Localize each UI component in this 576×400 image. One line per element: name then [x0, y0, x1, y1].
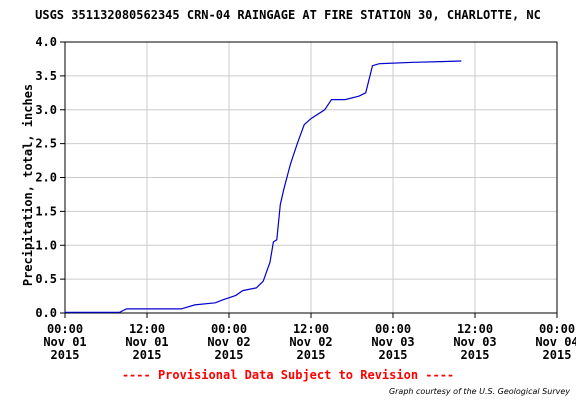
y-tick-label: 0.0: [35, 306, 57, 320]
x-tick-label: 00:00: [375, 322, 411, 336]
x-tick-label: 2015: [215, 348, 244, 362]
x-tick-label: Nov 03: [371, 335, 414, 349]
x-tick-label: Nov 01: [43, 335, 86, 349]
x-tick-label: 2015: [297, 348, 326, 362]
usgs-credit: Graph courtesy of the U.S. Geological Su…: [388, 387, 570, 396]
x-tick-label: Nov 02: [207, 335, 250, 349]
x-tick-label: Nov 01: [125, 335, 168, 349]
x-tick-label: 2015: [543, 348, 572, 362]
x-tick-label: Nov 03: [453, 335, 496, 349]
y-tick-label: 3.0: [35, 103, 57, 117]
plot-border: [64, 41, 558, 314]
y-tick-label: 1.5: [35, 204, 57, 218]
y-tick-label: 0.5: [35, 272, 57, 286]
x-tick-label: 2015: [461, 348, 490, 362]
x-tick-label: 00:00: [47, 322, 83, 336]
x-tick-label: 00:00: [539, 322, 575, 336]
x-tick-label: Nov 02: [289, 335, 332, 349]
x-tick-label: 12:00: [129, 322, 165, 336]
chart-title: USGS 351132080562345 CRN-04 RAINGAGE AT …: [35, 8, 541, 22]
x-tick-label: Nov 04: [535, 335, 576, 349]
y-tick-label: 4.0: [35, 35, 57, 49]
x-tick-label: 12:00: [293, 322, 329, 336]
y-axis-label: Precipitation, total, inches: [21, 83, 35, 287]
y-tick-label: 3.5: [35, 69, 57, 83]
y-tick-label: 1.0: [35, 238, 57, 252]
x-tick-label: 2015: [51, 348, 80, 362]
x-tick-label: 12:00: [457, 322, 493, 336]
precipitation-series-line: [65, 60, 462, 313]
x-tick-label: 2015: [133, 348, 162, 362]
y-tick-label: 2.5: [35, 137, 57, 151]
x-tick-label: 2015: [379, 348, 408, 362]
x-tick-label: 00:00: [211, 322, 247, 336]
provisional-note: ---- Provisional Data Subject to Revisio…: [121, 368, 455, 382]
y-tick-label: 2.0: [35, 171, 57, 185]
